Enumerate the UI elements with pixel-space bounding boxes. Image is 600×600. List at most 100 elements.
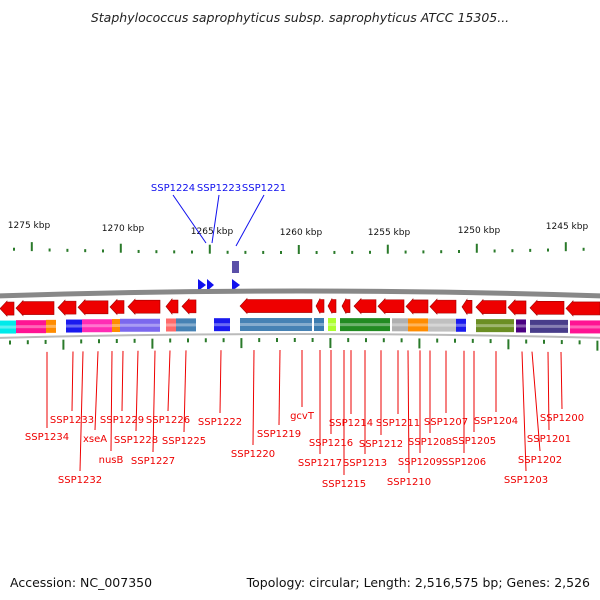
lower-gene-label: SSP1219 <box>257 429 301 440</box>
feature-box-shine <box>314 323 324 327</box>
lower-gene-label: SSP1215 <box>322 479 366 490</box>
lower-leader-line <box>94 351 99 431</box>
map-title: Staphylococcus saprophyticus subsp. sapr… <box>90 10 510 25</box>
accession-label: Accession: NC_007350 <box>10 575 153 590</box>
feature-box-shine <box>570 325 600 329</box>
lower-gene-label: SSP1205 <box>452 436 496 447</box>
reverse-gene-arrow <box>165 298 179 315</box>
feature-box <box>456 318 466 332</box>
feature-box-shine <box>530 324 568 328</box>
reverse-gene-arrow <box>239 297 313 315</box>
lower-leader-line <box>521 351 527 472</box>
backbone-line <box>0 333 600 339</box>
feature-box <box>530 319 568 333</box>
forward-gene-arrow <box>198 279 206 291</box>
feature-box-shine <box>112 324 120 328</box>
gene-track <box>0 288 600 351</box>
feature-box <box>214 318 230 332</box>
feature-box-shine <box>476 324 514 328</box>
lower-gene-label: SSP1220 <box>231 449 275 460</box>
lower-gene-label: SSP1208 <box>408 437 452 448</box>
lower-leader-line <box>71 351 74 412</box>
lower-gene-label: SSP1203 <box>504 475 548 486</box>
upper-leader-line <box>172 194 207 244</box>
feature-box-shine <box>428 323 456 327</box>
feature-box <box>240 318 312 332</box>
lower-gene-label: SSP1207 <box>424 417 468 428</box>
lower-gene-label: SSP1206 <box>442 457 486 468</box>
reverse-gene-arrow <box>127 298 161 315</box>
lower-gene-label: nusB <box>99 455 124 466</box>
lower-gene-label: SSP1229 <box>100 415 144 426</box>
lower-gene-label: gcvT <box>290 411 315 422</box>
feature-box-shine <box>166 323 176 327</box>
lower-leader-line <box>152 350 156 453</box>
reverse-gene-arrow <box>461 298 473 316</box>
lower-gene-label: SSP1204 <box>474 416 518 427</box>
lower-gene-label: SSP1227 <box>131 456 175 467</box>
feature-box-shine <box>328 323 336 327</box>
lower-gene-label: SSP1225 <box>162 436 206 447</box>
scale-label: 1245 kbp <box>546 222 589 232</box>
lower-leader-line <box>407 350 410 474</box>
backbone-line <box>0 288 600 299</box>
reverse-gene-arrow <box>507 299 527 316</box>
scale-label: 1250 kbp <box>458 226 501 236</box>
lower-gene-label: SSP1216 <box>309 438 353 449</box>
lower-gene-label: SSP1226 <box>146 415 190 426</box>
lower-leader-line <box>560 352 563 410</box>
feature-box-shine <box>120 323 160 327</box>
lower-gene-label: SSP1212 <box>359 439 403 450</box>
feature-box-shine <box>392 323 408 327</box>
feature-box-shine <box>240 323 312 327</box>
lower-genes: SSP1234SSP1233SSP1232xseAnusBSSP1229SSP1… <box>25 350 584 490</box>
upper-leader-line <box>211 194 220 244</box>
lower-gene-label: SSP1211 <box>376 418 420 429</box>
feature-box <box>428 318 456 332</box>
topology-label: Topology: circular; Length: 2,516,575 bp… <box>246 575 590 590</box>
reverse-gene-arrow <box>15 299 55 317</box>
scale-label: 1275 kbp <box>8 221 51 231</box>
reverse-gene-arrow <box>405 298 429 315</box>
feature-box <box>392 318 408 332</box>
feature-box-shine <box>66 324 82 328</box>
reverse-gene-arrow <box>341 298 351 314</box>
reverse-gene-arrow <box>353 297 377 315</box>
feature-box <box>570 320 600 334</box>
feature-box-shine <box>46 324 56 328</box>
scale-label: 1260 kbp <box>280 228 323 238</box>
feature-box <box>120 318 160 332</box>
upper-gene-label: SSP1221 <box>242 183 286 194</box>
feature-box <box>516 319 526 333</box>
lower-leader-line <box>252 350 255 446</box>
lower-leader-line <box>183 350 187 433</box>
lower-gene-label: SSP1232 <box>58 475 102 486</box>
feature-box <box>16 320 46 334</box>
feature-box-shine <box>456 323 466 327</box>
feature-box <box>166 318 176 332</box>
feature-box <box>340 318 390 332</box>
feature-box <box>0 320 16 334</box>
reverse-gene-arrow <box>57 299 77 316</box>
scale-label: 1255 kbp <box>368 228 411 238</box>
feature-box <box>66 319 82 333</box>
reverse-gene-arrow <box>315 298 325 314</box>
feature-box-shine <box>0 325 16 329</box>
feature-box-shine <box>82 324 112 328</box>
lower-leader-line <box>121 350 124 412</box>
lower-leader-line <box>167 350 171 412</box>
forward-gene-arrow <box>207 279 214 291</box>
feature-box-shine <box>340 323 390 327</box>
rna-feature <box>232 261 239 273</box>
feature-box-shine <box>516 324 526 328</box>
reverse-gene-arrow <box>475 298 507 316</box>
scale-label: 1270 kbp <box>102 224 145 234</box>
lower-gene-label: SSP1213 <box>343 458 387 469</box>
lower-gene-label: SSP1228 <box>114 435 158 446</box>
lower-gene-label: SSP1234 <box>25 432 69 443</box>
reverse-gene-arrow <box>377 297 405 315</box>
feature-box <box>328 318 336 332</box>
reverse-gene-arrow <box>429 298 457 315</box>
upper-genes: SSP1224 SSP1223 SSP1221 <box>151 183 286 291</box>
